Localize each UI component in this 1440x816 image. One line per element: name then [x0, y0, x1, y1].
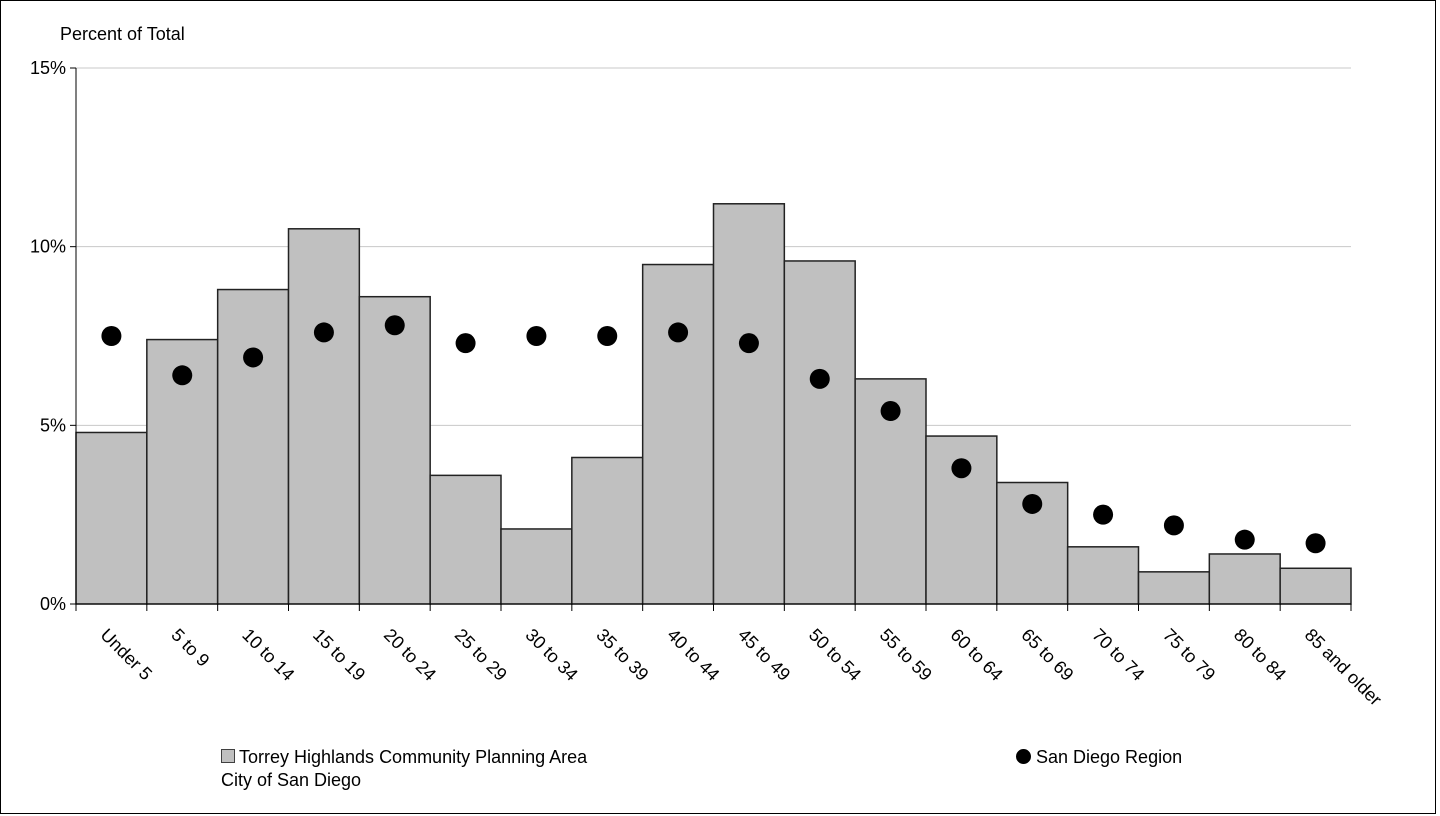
x-tick-label: 5 to 9: [167, 625, 213, 671]
x-tick-label: 85 and older: [1301, 625, 1386, 710]
dot-series: [101, 315, 1326, 554]
y-axis-label: Percent of Total: [60, 24, 185, 44]
dot-point: [597, 326, 618, 346]
bar: [500, 528, 573, 605]
dot-legend-marker: [1016, 749, 1031, 764]
bar: [75, 431, 148, 605]
dot-point: [1022, 493, 1043, 514]
bar: [783, 260, 856, 605]
x-tick-label: 60 to 64: [947, 625, 1007, 685]
bar: [1066, 546, 1140, 605]
y-tick-label: 0%: [40, 594, 66, 614]
dot-point: [738, 333, 759, 354]
x-tick-label: Under 5: [97, 625, 156, 684]
legend-bar-entry: Torrey Highlands Community Planning Area…: [221, 746, 587, 792]
legend-dot-entry: San Diego Region: [1016, 746, 1182, 769]
x-tick-label: 45 to 49: [734, 625, 794, 685]
dot-point: [1093, 504, 1114, 525]
dot-point: [1305, 533, 1326, 554]
x-tick-label: 40 to 44: [663, 625, 723, 685]
x-tick-label: 20 to 24: [380, 625, 440, 685]
bar: [571, 456, 644, 605]
bar: [287, 228, 361, 605]
x-tick-label: 55 to 59: [876, 625, 936, 685]
x-tick-label: 10 to 14: [238, 625, 298, 685]
bar-legend-label: Torrey Highlands Community Planning Area: [239, 747, 588, 767]
y-tick-label: 10%: [30, 237, 66, 257]
bar-series: [75, 203, 1352, 605]
dot-point: [455, 333, 476, 354]
bar-legend-sublabel: City of San Diego: [221, 770, 362, 790]
x-tick-label: 50 to 54: [805, 625, 865, 685]
dot-point: [809, 368, 830, 389]
dot-point: [172, 365, 193, 386]
bar: [358, 295, 431, 605]
x-tick-label: 15 to 19: [309, 625, 369, 685]
x-tick-label: 35 to 39: [592, 625, 652, 685]
dot-point: [1163, 515, 1184, 536]
dot-point: [880, 401, 901, 422]
bar: [429, 474, 502, 605]
x-tick-label: 30 to 34: [522, 625, 582, 685]
bar: [712, 203, 786, 605]
y-tick-labels: 0% 5% 10% 15%: [30, 58, 66, 614]
dot-point: [313, 322, 334, 343]
x-tick-label: 70 to 74: [1088, 625, 1148, 685]
dot-point: [526, 326, 547, 346]
x-tick-label: 65 to 69: [1017, 625, 1077, 685]
y-tick-label: 15%: [30, 58, 66, 78]
dot-point: [1234, 529, 1255, 550]
bar: [1279, 567, 1352, 605]
bar-legend-swatch: [221, 749, 235, 763]
dot-point: [951, 458, 972, 479]
axes: [70, 67, 1352, 611]
x-tick-label: 80 to 84: [1230, 625, 1290, 685]
bar: [1137, 571, 1211, 605]
x-tick-label: 75 to 79: [1159, 625, 1219, 685]
dot-point: [101, 326, 122, 346]
dot-legend-label: San Diego Region: [1036, 747, 1183, 767]
bar: [216, 288, 290, 605]
dot-point: [668, 322, 689, 343]
dot-point: [384, 315, 405, 336]
y-tick-label: 5%: [40, 415, 66, 435]
dot-point: [243, 347, 264, 368]
bar: [641, 263, 715, 605]
x-tick-label: 25 to 29: [451, 625, 511, 685]
bar: [1208, 553, 1281, 605]
